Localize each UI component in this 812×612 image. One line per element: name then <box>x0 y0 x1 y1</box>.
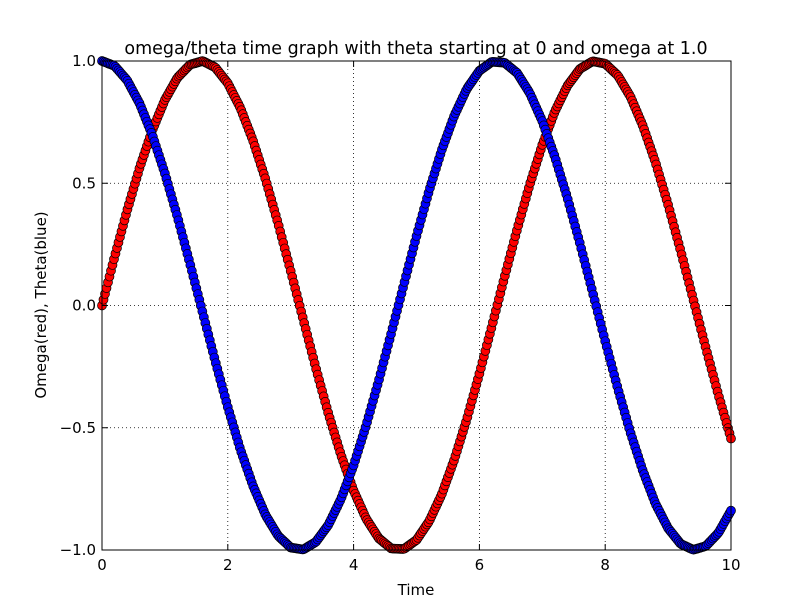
y-tick-label: 0.0 <box>72 297 96 315</box>
y-tick-label: −1.0 <box>60 541 96 559</box>
axis-ticks: 0 2 4 6 8 10 −1.0 −0.5 0.0 0.5 1.0 <box>60 52 741 574</box>
x-axis-title: Time <box>397 581 435 599</box>
x-tick-label: 8 <box>600 556 610 574</box>
x-tick-label: 4 <box>349 556 359 574</box>
y-axis-title: Omega(red), Theta(blue) <box>32 211 50 398</box>
chart-title: omega/theta time graph with theta starti… <box>124 39 707 59</box>
x-tick-label: 6 <box>475 556 485 574</box>
x-tick-label: 10 <box>721 556 740 574</box>
y-tick-label: 1.0 <box>72 52 96 70</box>
x-tick-label: 2 <box>223 556 233 574</box>
series-0 <box>97 56 736 554</box>
series-1 <box>97 56 736 555</box>
x-tick-label: 0 <box>97 556 107 574</box>
y-tick-label: 0.5 <box>72 174 96 192</box>
y-tick-label: −0.5 <box>60 419 96 437</box>
data-series <box>97 56 736 555</box>
